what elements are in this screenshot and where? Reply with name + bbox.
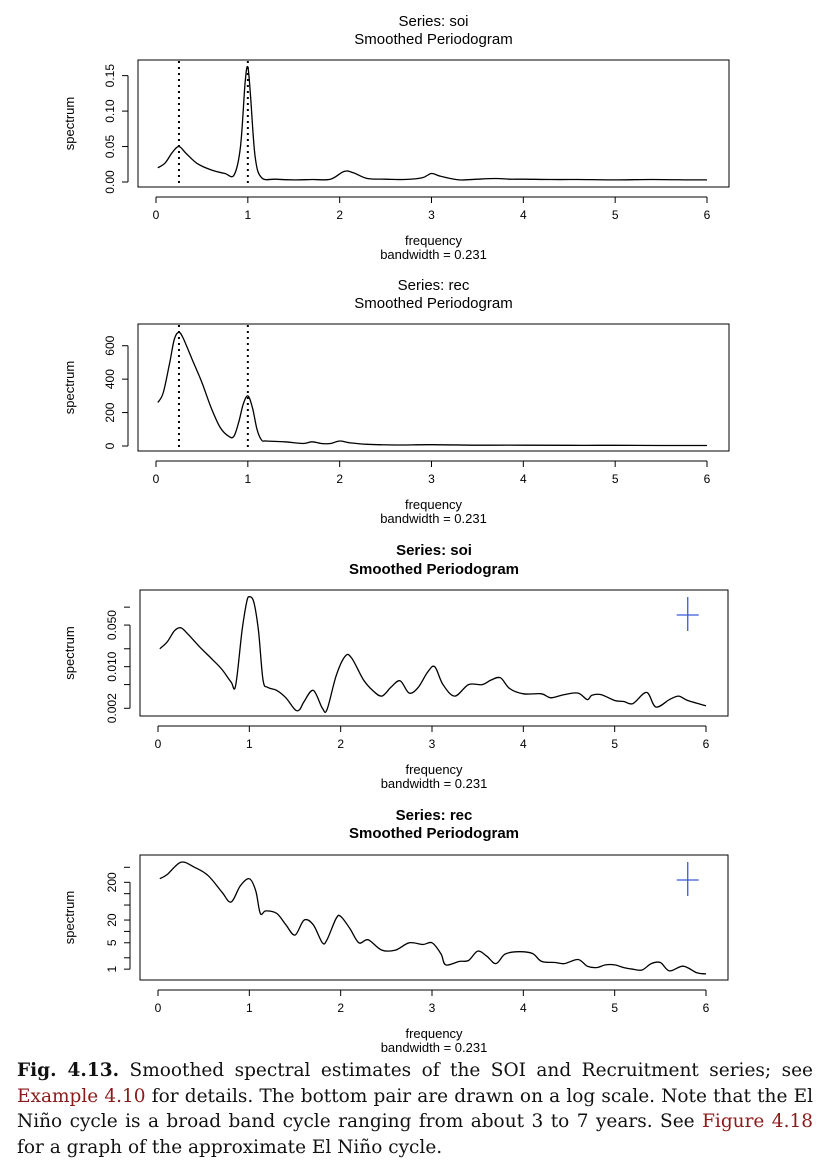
chart-title: Series: rec [396,807,473,824]
caption-link-figure[interactable]: Figure 4.18 [702,1111,814,1132]
x-tick-label: 5 [612,208,619,222]
x-axis-label: frequency [405,233,463,248]
y-tick-label: 1 [105,965,119,972]
x-tick-label: 1 [244,208,251,222]
x-tick-label: 5 [611,1001,618,1015]
y-axis-label: spectrum [62,626,77,679]
bandwidth-label: bandwidth = 0.231 [380,247,487,262]
bandwidth-label: bandwidth = 0.231 [381,1040,488,1055]
confidence-cross [676,862,699,896]
y-tick-label: 0.050 [105,610,119,640]
x-axis-label: frequency [405,762,463,777]
chart-panel-3: Series: soi Smoothed Periodogram 0 1 2 3 4 5 6 0.… [62,542,729,791]
caption-text-2: for details. The bottom pair are drawn o… [17,1085,813,1133]
plot-frame [137,323,730,452]
y-tick-label: 0.15 [103,64,117,88]
chart-subtitle: Smoothed Periodogram [349,561,519,578]
x-tick-label: 3 [429,737,436,751]
x-tick-label: 4 [520,1001,527,1015]
y-tick-label: 20 [105,913,119,927]
x-axis: 0 1 2 3 4 5 6 [153,460,711,486]
plot-frame [139,589,729,717]
plot-frame [137,59,730,188]
y-axis: 0 200 400 600 [103,335,129,449]
y-axis: 1 5 20 200 [105,866,131,972]
caption-text-1: Smoothed spectral estimates of the SOI a… [119,1060,814,1081]
caption-label: Fig. 4.13. [17,1060,120,1081]
x-tick-label: 5 [611,737,618,751]
chart-subtitle: Smoothed Periodogram [354,31,512,48]
x-axis: 0 1 2 3 4 5 6 [155,989,710,1015]
y-axis-label: spectrum [62,891,77,944]
y-tick-label: 0.010 [105,651,119,681]
y-tick-label: 200 [105,872,119,892]
x-tick-label: 0 [153,208,160,222]
y-tick-label: 0.00 [103,170,117,194]
bandwidth-label: bandwidth = 0.231 [381,776,488,791]
figure-caption: Fig. 4.13. Smoothed spectral estimates o… [17,1058,813,1160]
chart-title: Series: rec [398,277,470,294]
x-tick-label: 0 [155,737,162,751]
bandwidth-label: bandwidth = 0.231 [380,511,487,526]
x-tick-label: 4 [520,208,527,222]
caption-text-3: for a graph of the approximate El Niño c… [17,1136,443,1158]
x-tick-label: 6 [704,472,711,486]
x-tick-label: 6 [703,1001,710,1015]
x-axis: 0 1 2 3 4 5 6 [153,196,711,222]
x-tick-label: 3 [429,1001,436,1015]
y-axis-label: spectrum [62,97,77,150]
y-tick-label: 600 [103,335,117,355]
y-tick-label: 400 [103,369,117,389]
x-tick-label: 2 [336,472,343,486]
x-tick-label: 0 [153,472,160,486]
chart-title: Series: soi [398,13,468,30]
x-tick-label: 2 [337,1001,344,1015]
y-tick-label: 5 [105,939,119,946]
spectrum-line [157,65,707,181]
x-tick-label: 0 [155,1001,162,1015]
x-tick-label: 5 [612,472,619,486]
x-axis: 0 1 2 3 4 5 6 [155,725,710,751]
x-tick-label: 2 [337,737,344,751]
y-tick-label: 0 [103,442,117,449]
x-axis-label: frequency [405,1026,463,1041]
y-tick-label: 0.05 [103,135,117,159]
plot-frame [139,854,729,981]
confidence-cross [676,597,699,631]
x-tick-label: 2 [336,208,343,222]
y-axis: 0.002 0.010 0.050 [105,606,131,723]
x-tick-label: 1 [246,737,253,751]
spectrum-line [159,861,707,975]
x-tick-label: 1 [244,472,251,486]
chart-title: Series: soi [396,542,472,559]
y-axis-label: spectrum [62,361,77,414]
x-tick-label: 3 [428,472,435,486]
caption-link-example[interactable]: Example 4.10 [17,1085,146,1107]
spectrum-line [159,596,707,714]
y-tick-label: 200 [103,402,117,422]
x-tick-label: 3 [428,208,435,222]
y-tick-label: 0.002 [105,693,119,723]
x-axis-label: frequency [405,497,463,512]
x-tick-label: 4 [520,472,527,486]
x-tick-label: 6 [703,737,710,751]
spectrum-line [157,331,708,447]
x-tick-label: 1 [246,1001,253,1015]
x-tick-label: 4 [520,737,527,751]
y-axis: 0.00 0.05 0.10 0.15 [103,64,129,194]
chart-subtitle: Smoothed Periodogram [354,295,512,312]
x-tick-label: 6 [704,208,711,222]
chart-subtitle: Smoothed Periodogram [349,825,519,842]
y-tick-label: 0.10 [103,99,117,123]
